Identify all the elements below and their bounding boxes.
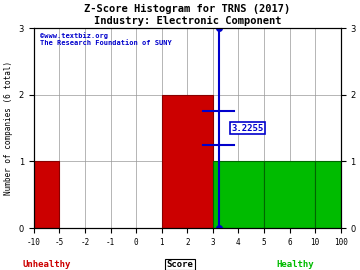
- Text: Unhealthy: Unhealthy: [23, 260, 71, 269]
- Text: 3.2255: 3.2255: [231, 124, 264, 133]
- Y-axis label: Number of companies (6 total): Number of companies (6 total): [4, 61, 13, 195]
- Text: Score: Score: [167, 260, 193, 269]
- Text: Healthy: Healthy: [276, 260, 314, 269]
- Bar: [315, 161, 341, 228]
- Bar: [264, 161, 315, 228]
- Title: Z-Score Histogram for TRNS (2017)
Industry: Electronic Component: Z-Score Histogram for TRNS (2017) Indust…: [84, 4, 291, 26]
- Text: ©www.textbiz.org
The Research Foundation of SUNY: ©www.textbiz.org The Research Foundation…: [40, 32, 172, 46]
- Bar: [162, 95, 213, 228]
- Bar: [213, 161, 264, 228]
- Bar: [34, 161, 59, 228]
